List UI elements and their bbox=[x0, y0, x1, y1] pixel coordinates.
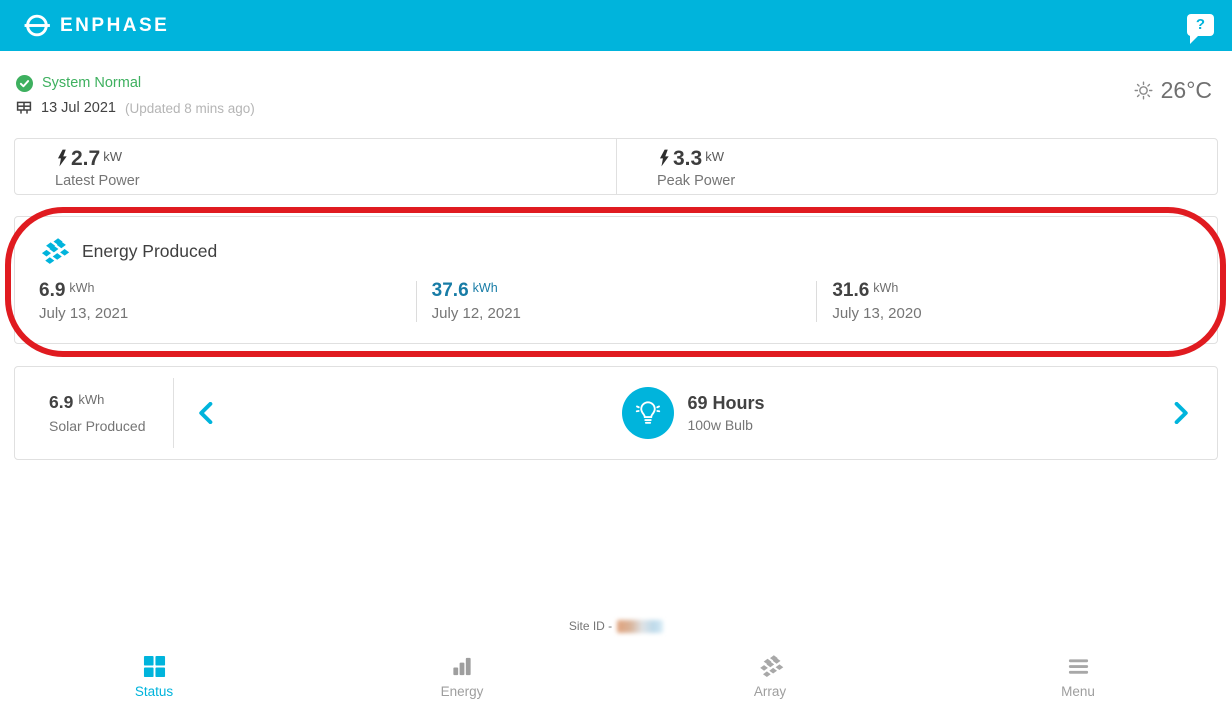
status-strip: System Normal 13 Jul 2021 (Updated 8 min… bbox=[0, 51, 1232, 118]
energy-bars-icon bbox=[453, 657, 471, 676]
site-id-label: Site ID - bbox=[568, 619, 613, 633]
brand-name: ENPHASE bbox=[60, 14, 170, 36]
bottom-nav: Status Energy bbox=[0, 645, 1232, 709]
energy-value: 31.6 bbox=[832, 280, 870, 301]
equivalence-card: 6.9 kWh Solar Produced bbox=[14, 366, 1218, 460]
status-grid-icon bbox=[143, 655, 165, 678]
peak-power-value: 3.3 bbox=[673, 147, 703, 170]
check-circle-icon bbox=[16, 74, 33, 92]
solar-produced-block: 6.9 kWh Solar Produced bbox=[15, 392, 173, 434]
menu-icon bbox=[1068, 659, 1088, 674]
temperature-value: 26°C bbox=[1160, 77, 1212, 103]
nav-item-energy[interactable]: Energy bbox=[308, 645, 616, 709]
report-date-row: 13 Jul 2021 (Updated 8 mins ago) bbox=[16, 98, 1214, 118]
system-status-text: System Normal bbox=[42, 75, 142, 91]
solar-produced-value: 6.9 bbox=[49, 392, 74, 412]
latest-power-unit: kW bbox=[103, 149, 122, 164]
peak-power-cell: 3.3 kW Peak Power bbox=[616, 139, 1217, 194]
lightning-bolt-icon bbox=[659, 149, 669, 167]
solar-produced-label: Solar Produced bbox=[49, 418, 146, 434]
solar-array-icon bbox=[41, 238, 70, 264]
updated-text: (Updated 8 mins ago) bbox=[124, 100, 255, 116]
app-header: ENPHASE ? bbox=[0, 0, 1232, 51]
nav-item-status[interactable]: Status bbox=[0, 645, 308, 709]
carousel-next-button[interactable] bbox=[1174, 402, 1189, 424]
latest-power-value: 2.7 bbox=[71, 147, 101, 170]
energy-entry-last-year: 31.6 kWh July 13, 2020 bbox=[816, 280, 1217, 322]
nav-label: Menu bbox=[1061, 684, 1095, 699]
latest-power-cell: 2.7 kW Latest Power bbox=[15, 139, 616, 194]
carousel-prev-button[interactable] bbox=[198, 402, 213, 424]
energy-entries: 6.9 kWh July 13, 2021 37.6 kWh July 12, … bbox=[15, 280, 1217, 322]
energy-entry-today: 6.9 kWh July 13, 2021 bbox=[15, 280, 416, 322]
bulb-badge bbox=[622, 387, 675, 439]
energy-unit: kWh bbox=[69, 281, 95, 295]
equivalence-display: 69 Hours 100w Bulb bbox=[213, 387, 1174, 439]
energy-value: 6.9 bbox=[39, 280, 66, 301]
equivalence-text: 69 Hours 100w Bulb bbox=[687, 393, 764, 433]
report-date: 13 Jul 2021 bbox=[41, 100, 116, 116]
array-icon bbox=[760, 655, 784, 677]
divider bbox=[173, 378, 174, 448]
energy-date: July 13, 2020 bbox=[832, 304, 922, 322]
latest-power-label: Latest Power bbox=[55, 173, 140, 189]
energy-unit: kWh bbox=[472, 281, 498, 295]
nav-label: Energy bbox=[440, 684, 484, 699]
equivalence-bulb-label: 100w Bulb bbox=[687, 417, 753, 433]
lightning-bolt-icon bbox=[57, 149, 67, 167]
peak-power-label: Peak Power bbox=[657, 173, 736, 189]
energy-date: July 12, 2021 bbox=[431, 304, 521, 322]
chevron-right-icon bbox=[1174, 402, 1188, 424]
brand: ENPHASE bbox=[24, 12, 169, 39]
site-id-row: Site ID - bbox=[0, 619, 1232, 634]
nav-label: Status bbox=[134, 684, 174, 699]
peak-power-unit: kW bbox=[705, 149, 724, 164]
help-label: ? bbox=[1195, 16, 1206, 33]
lightbulb-icon bbox=[636, 401, 661, 424]
energy-entry-yesterday: 37.6 kWh July 12, 2021 bbox=[415, 280, 817, 322]
power-summary-card: 2.7 kW Latest Power 3.3 kW Peak Power bbox=[14, 138, 1218, 195]
weather: 26°C bbox=[1133, 77, 1212, 104]
chevron-left-icon bbox=[199, 402, 213, 424]
equivalence-hours: 69 Hours bbox=[687, 393, 765, 413]
nav-item-menu[interactable]: Menu bbox=[924, 645, 1232, 709]
sun-icon bbox=[1134, 81, 1153, 100]
energy-produced-title: Energy Produced bbox=[82, 241, 218, 261]
energy-value: 37.6 bbox=[431, 280, 469, 301]
nav-label: Array bbox=[753, 684, 787, 699]
energy-produced-card[interactable]: Energy Produced 6.9 kWh July 13, 2021 37… bbox=[14, 216, 1218, 344]
energy-unit: kWh bbox=[873, 281, 899, 295]
energy-date: July 13, 2021 bbox=[39, 304, 129, 322]
help-button[interactable]: ? bbox=[1187, 13, 1214, 44]
solar-panel-icon bbox=[16, 101, 32, 114]
system-status-row: System Normal bbox=[16, 73, 1214, 93]
nav-item-array[interactable]: Array bbox=[616, 645, 924, 709]
site-id-redacted bbox=[617, 620, 664, 634]
solar-produced-unit: kWh bbox=[78, 392, 105, 407]
enphase-logo-icon bbox=[24, 14, 50, 37]
